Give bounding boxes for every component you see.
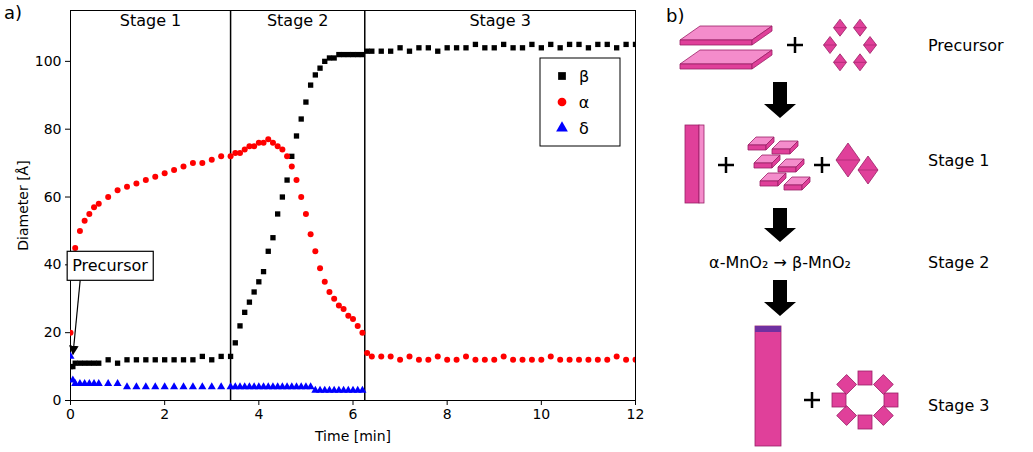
svg-text:100: 100 [35,53,62,69]
svg-text:0: 0 [53,392,62,408]
svg-text:0: 0 [66,406,75,422]
svg-text:2: 2 [160,406,169,422]
svg-text:β: β [579,67,589,86]
svg-text:Stage 1: Stage 1 [120,11,182,30]
svg-text:8: 8 [443,406,452,422]
svg-text:Diameter [Å]: Diameter [Å] [15,160,31,250]
svg-text:α: α [579,93,590,112]
svg-text:Stage 3: Stage 3 [928,396,990,415]
svg-text:α-MnO₂ → β-MnO₂: α-MnO₂ → β-MnO₂ [709,253,851,272]
svg-text:40: 40 [44,256,62,272]
svg-text:4: 4 [254,406,263,422]
svg-text:60: 60 [44,189,62,205]
svg-text:10: 10 [532,406,550,422]
svg-text:Stage 3: Stage 3 [469,11,530,30]
svg-text:Precursor: Precursor [72,256,148,275]
svg-text:δ: δ [579,119,589,138]
svg-text:6: 6 [349,406,358,422]
svg-text:Time [min]: Time [min] [314,428,391,444]
svg-text:Precursor: Precursor [928,36,1004,55]
svg-text:80: 80 [44,121,62,137]
svg-text:Stage 1: Stage 1 [928,151,990,170]
svg-text:Stage 2: Stage 2 [928,253,990,272]
svg-text:20: 20 [44,324,62,340]
svg-text:b): b) [666,5,684,26]
svg-text:12: 12 [627,406,645,422]
html-text:a): a) [4,2,23,23]
svg-text:Stage 2: Stage 2 [267,11,329,30]
